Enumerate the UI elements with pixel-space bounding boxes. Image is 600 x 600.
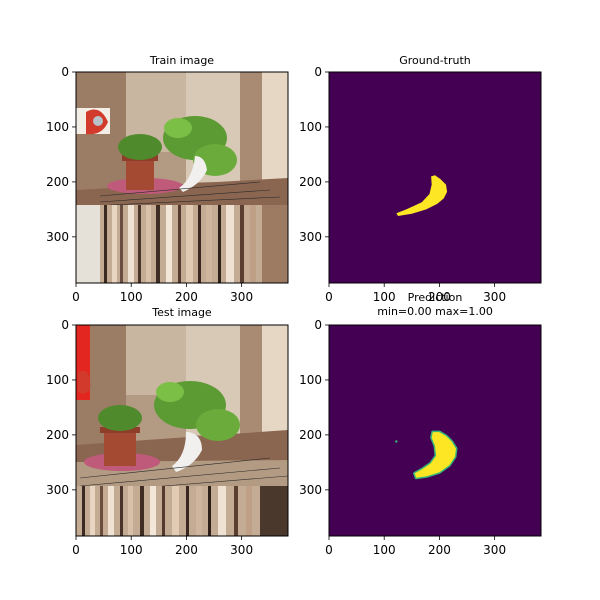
x-tick-label: 100 [120, 543, 143, 557]
y-tick-label: 200 [299, 175, 322, 189]
y-tick-label: 100 [299, 120, 322, 134]
y-tick-label: 200 [46, 428, 69, 442]
x-tick-label: 0 [72, 543, 80, 557]
y-tick-label: 100 [46, 120, 69, 134]
x-tick-label: 200 [428, 290, 451, 304]
x-tick-label: 0 [72, 290, 80, 304]
y-tick-label: 300 [46, 483, 69, 497]
x-tick-label: 200 [175, 290, 198, 304]
prediction-axes-frame [328, 324, 542, 537]
test-image-photo [76, 325, 288, 536]
y-tick-label: 300 [299, 230, 322, 244]
y-tick-label: 100 [299, 373, 322, 387]
ground-truth-title: Ground-truth [399, 54, 471, 67]
x-tick-label: 300 [483, 290, 506, 304]
y-tick-label: 200 [46, 175, 69, 189]
ground-truth-mask [396, 175, 448, 216]
ground-truth-axes-frame [328, 71, 542, 284]
x-tick-label: 0 [325, 290, 333, 304]
test-image-title: Test image [151, 306, 212, 319]
axis-ticks: 0 100 200 300 0 100 200 300 0 100 200 300 0 100 200 300… [46, 65, 506, 557]
y-tick-label: 0 [61, 65, 69, 79]
y-tick-label: 0 [314, 318, 322, 332]
x-tick-label: 300 [230, 543, 253, 557]
y-tick-label: 300 [46, 230, 69, 244]
train-image-panel: Train image [75, 54, 289, 284]
prediction-background [329, 325, 541, 536]
x-tick-label: 300 [483, 543, 506, 557]
train-image-photo [76, 72, 288, 283]
y-tick-label: 200 [299, 428, 322, 442]
x-tick-label: 100 [120, 290, 143, 304]
y-tick-label: 0 [314, 65, 322, 79]
x-tick-label: 100 [373, 290, 396, 304]
y-tick-label: 0 [61, 318, 69, 332]
prediction-subtitle: min=0.00 max=1.00 [377, 305, 493, 318]
test-image-panel: Test image [75, 306, 289, 537]
test-image-axes-frame [75, 324, 289, 537]
prediction-speck [395, 440, 398, 443]
x-tick-label: 200 [428, 543, 451, 557]
x-tick-label: 100 [373, 543, 396, 557]
prediction-mask [414, 432, 456, 478]
x-tick-label: 300 [230, 290, 253, 304]
y-tick-label: 300 [299, 483, 322, 497]
train-image-title: Train image [149, 54, 214, 67]
prediction-panel: Prediction min=0.00 max=1.00 [328, 291, 542, 537]
prediction-title: Prediction [408, 291, 463, 304]
x-tick-label: 0 [325, 543, 333, 557]
x-tick-label: 200 [175, 543, 198, 557]
train-image-axes-frame [75, 71, 289, 284]
ground-truth-panel: Ground-truth [328, 54, 542, 284]
y-tick-label: 100 [46, 373, 69, 387]
